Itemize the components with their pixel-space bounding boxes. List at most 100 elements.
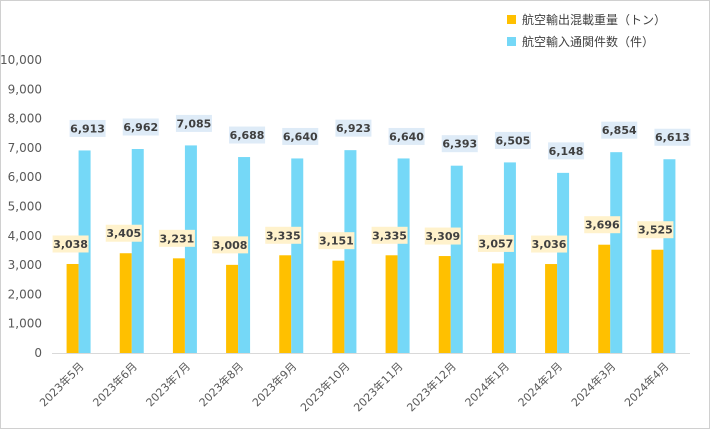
data-label-bg-import-count: [69, 119, 106, 137]
data-label-export-weight: 3,231: [160, 232, 195, 245]
bar-export-weight: [651, 249, 664, 353]
y-tick-label: 3,000: [8, 258, 42, 272]
bar-export-weight: [545, 264, 558, 353]
data-label-bg-import-count: [122, 118, 159, 136]
y-tick-label: 7,000: [8, 141, 42, 155]
data-label-export-weight: 3,057: [479, 237, 514, 250]
data-label-bg-import-count: [494, 131, 531, 149]
data-label-export-weight: 3,696: [585, 219, 620, 232]
bar-export-weight: [332, 260, 345, 353]
bar-export-weight: [385, 255, 398, 353]
data-label-export-weight: 3,335: [372, 229, 407, 242]
data-label-import-count: 6,148: [549, 145, 584, 158]
data-label-import-count: 6,923: [336, 122, 371, 135]
data-label-bg-export-weight: [52, 235, 89, 253]
x-tick-label: 2024年3月: [568, 359, 618, 409]
x-tick-label: 2024年2月: [515, 359, 565, 409]
data-label-export-weight: 3,038: [53, 238, 88, 251]
data-label-export-weight: 3,525: [638, 224, 673, 237]
data-label-bg-export-weight: [424, 227, 461, 245]
y-tick-label: 1,000: [8, 317, 42, 331]
data-label-bg-export-weight: [158, 229, 195, 247]
y-tick-label: 5,000: [8, 200, 42, 214]
bar-import-count: [610, 152, 623, 353]
data-label-export-weight: 3,036: [532, 238, 567, 251]
legend-label-export-weight: 航空輸出混載重量（トン）: [522, 12, 667, 27]
legend-label-import-count: 航空輸入通関件数（件）: [522, 34, 655, 49]
y-tick-label: 8,000: [8, 112, 42, 126]
data-label-bg-import-count: [388, 127, 425, 145]
data-label-bg-export-weight: [265, 226, 302, 244]
y-tick-label: 0: [34, 346, 42, 360]
data-label-export-weight: 3,405: [106, 227, 141, 240]
data-label-import-count: 6,688: [230, 129, 265, 142]
data-label-bg-export-weight: [371, 226, 408, 244]
x-tick-label: 2023年5月: [37, 359, 87, 409]
legend-item-export-weight: 航空輸出混載重量（トン）: [507, 8, 666, 30]
bar-export-weight: [491, 263, 504, 353]
data-label-bg-import-count: [175, 114, 212, 132]
data-label-bg-export-weight: [212, 236, 249, 254]
x-tick-label: 2024年1月: [462, 359, 512, 409]
data-label-import-count: 6,640: [389, 130, 424, 143]
data-label-import-count: 6,640: [283, 130, 318, 143]
y-tick-label: 2,000: [8, 287, 42, 301]
data-label-import-count: 6,962: [123, 121, 158, 134]
data-label-export-weight: 3,008: [213, 239, 248, 252]
bar-export-weight: [226, 264, 239, 353]
data-label-import-count: 6,505: [496, 134, 531, 147]
bar-import-count: [450, 165, 463, 353]
bar-import-count: [663, 159, 676, 353]
data-label-bg-export-weight: [105, 224, 142, 242]
legend-swatch-import-count: [507, 36, 516, 46]
bar-export-weight: [119, 253, 132, 353]
data-label-bg-import-count: [654, 128, 691, 146]
bar-import-count: [557, 172, 570, 353]
x-tick-label: 2023年9月: [249, 359, 299, 409]
data-label-export-weight: 3,309: [425, 230, 460, 243]
y-tick-label: 9,000: [8, 82, 42, 96]
data-label-bg-export-weight: [531, 235, 568, 253]
data-label-bg-export-weight: [318, 232, 355, 250]
bar-export-weight: [598, 244, 611, 353]
y-tick-label: 4,000: [8, 229, 42, 243]
data-label-import-count: 6,393: [442, 138, 477, 151]
data-label-import-count: 7,085: [177, 117, 212, 130]
bar-import-count: [184, 145, 197, 353]
bar-export-weight: [438, 256, 451, 353]
bar-import-count: [238, 157, 251, 353]
y-tick-label: 6,000: [8, 170, 42, 184]
x-tick-label: 2023年10月: [297, 359, 352, 414]
data-label-bg-import-count: [229, 126, 266, 144]
data-label-bg-export-weight: [637, 221, 674, 239]
bar-import-count: [344, 150, 357, 353]
x-tick-label: 2023年8月: [196, 359, 246, 409]
y-tick-label: 10,000: [0, 53, 42, 67]
data-label-bg-import-count: [282, 127, 319, 145]
bar-import-count: [291, 158, 304, 353]
data-label-import-count: 6,854: [602, 124, 637, 137]
bar-import-count: [503, 162, 516, 353]
data-label-bg-export-weight: [477, 234, 514, 252]
data-label-bg-import-count: [441, 135, 478, 153]
data-label-import-count: 6,913: [70, 122, 105, 135]
x-tick-label: 2023年12月: [404, 359, 459, 414]
bar-import-count: [131, 149, 144, 353]
data-label-bg-import-count: [335, 119, 372, 137]
legend-swatch-export-weight: [507, 14, 516, 24]
legend: 航空輸出混載重量（トン） 航空輸入通関件数（件）: [507, 8, 666, 52]
bar-export-weight: [279, 255, 292, 353]
bar-import-count: [397, 158, 410, 353]
x-tick-label: 2023年7月: [143, 359, 193, 409]
legend-item-import-count: 航空輸入通関件数（件）: [507, 30, 666, 52]
bar-export-weight: [172, 258, 185, 353]
data-label-bg-import-count: [601, 121, 638, 139]
data-label-bg-export-weight: [584, 216, 621, 234]
data-label-import-count: 6,613: [655, 131, 690, 144]
x-tick-label: 2024年4月: [621, 359, 671, 409]
x-tick-label: 2023年6月: [90, 359, 140, 409]
x-tick-label: 2023年11月: [351, 359, 406, 414]
data-label-export-weight: 3,151: [319, 235, 354, 248]
data-label-bg-import-count: [548, 142, 585, 160]
